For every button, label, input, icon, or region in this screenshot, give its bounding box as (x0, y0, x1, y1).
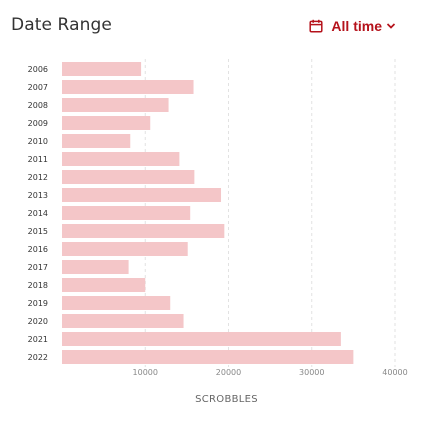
y-tick-label: 2010 (28, 137, 48, 146)
chevron-down-icon (386, 22, 396, 30)
y-tick-label: 2016 (28, 245, 48, 254)
bar-2014[interactable] (62, 206, 191, 220)
x-tick-label: 20000 (216, 368, 241, 377)
page-title: Date Range (11, 15, 112, 35)
y-tick-labels: 2006 2007 2008 2009 2010 2011 2012 2013 2014 2015… (28, 65, 48, 362)
scrobbles-bar-chart: 2006 2007 2008 2009 2010 2011 2012 2013 2014 2015… (28, 59, 408, 405)
bar-2017[interactable] (62, 260, 129, 274)
x-tick-label: 30000 (299, 368, 324, 377)
y-tick-label: 2014 (28, 209, 48, 218)
y-tick-label: 2011 (28, 155, 48, 164)
bar-2016[interactable] (62, 242, 188, 256)
bar-2020[interactable] (62, 314, 184, 328)
y-tick-label: 2015 (28, 227, 48, 236)
calendar-icon (309, 19, 323, 33)
y-tick-label: 2013 (28, 191, 48, 200)
x-axis-label: SCROBBLES (195, 394, 258, 405)
bar-2022[interactable] (62, 350, 354, 364)
y-tick-label: 2007 (28, 83, 48, 92)
bar-2011[interactable] (62, 152, 180, 166)
y-tick-label: 2012 (28, 173, 48, 182)
y-tick-label: 2009 (28, 119, 48, 128)
bar-2012[interactable] (62, 170, 195, 184)
x-tick-labels: 10000 20000 30000 40000 (133, 368, 408, 377)
bar-2007[interactable] (62, 80, 194, 94)
y-tick-label: 2019 (28, 299, 48, 308)
bar-2008[interactable] (62, 98, 169, 112)
y-tick-label: 2017 (28, 263, 48, 272)
bar-2021[interactable] (62, 332, 341, 346)
date-range-label: All time (331, 18, 382, 34)
bar-2006[interactable] (62, 62, 142, 76)
bar-2019[interactable] (62, 296, 171, 310)
bar-2018[interactable] (62, 278, 146, 292)
bars (62, 62, 354, 364)
x-tick-label: 40000 (382, 368, 407, 377)
x-tick-label: 10000 (133, 368, 158, 377)
bar-2010[interactable] (62, 134, 131, 148)
y-tick-label: 2008 (28, 101, 48, 110)
bar-2013[interactable] (62, 188, 222, 202)
bar-2015[interactable] (62, 224, 225, 238)
date-range-dropdown[interactable]: All time (309, 15, 396, 37)
y-tick-label: 2018 (28, 281, 48, 290)
y-tick-label: 2022 (28, 353, 48, 362)
header: Date Range All time (0, 0, 436, 50)
bar-2009[interactable] (62, 116, 151, 130)
y-tick-label: 2020 (28, 317, 48, 326)
y-tick-label: 2021 (28, 335, 48, 344)
y-tick-label: 2006 (28, 65, 48, 74)
